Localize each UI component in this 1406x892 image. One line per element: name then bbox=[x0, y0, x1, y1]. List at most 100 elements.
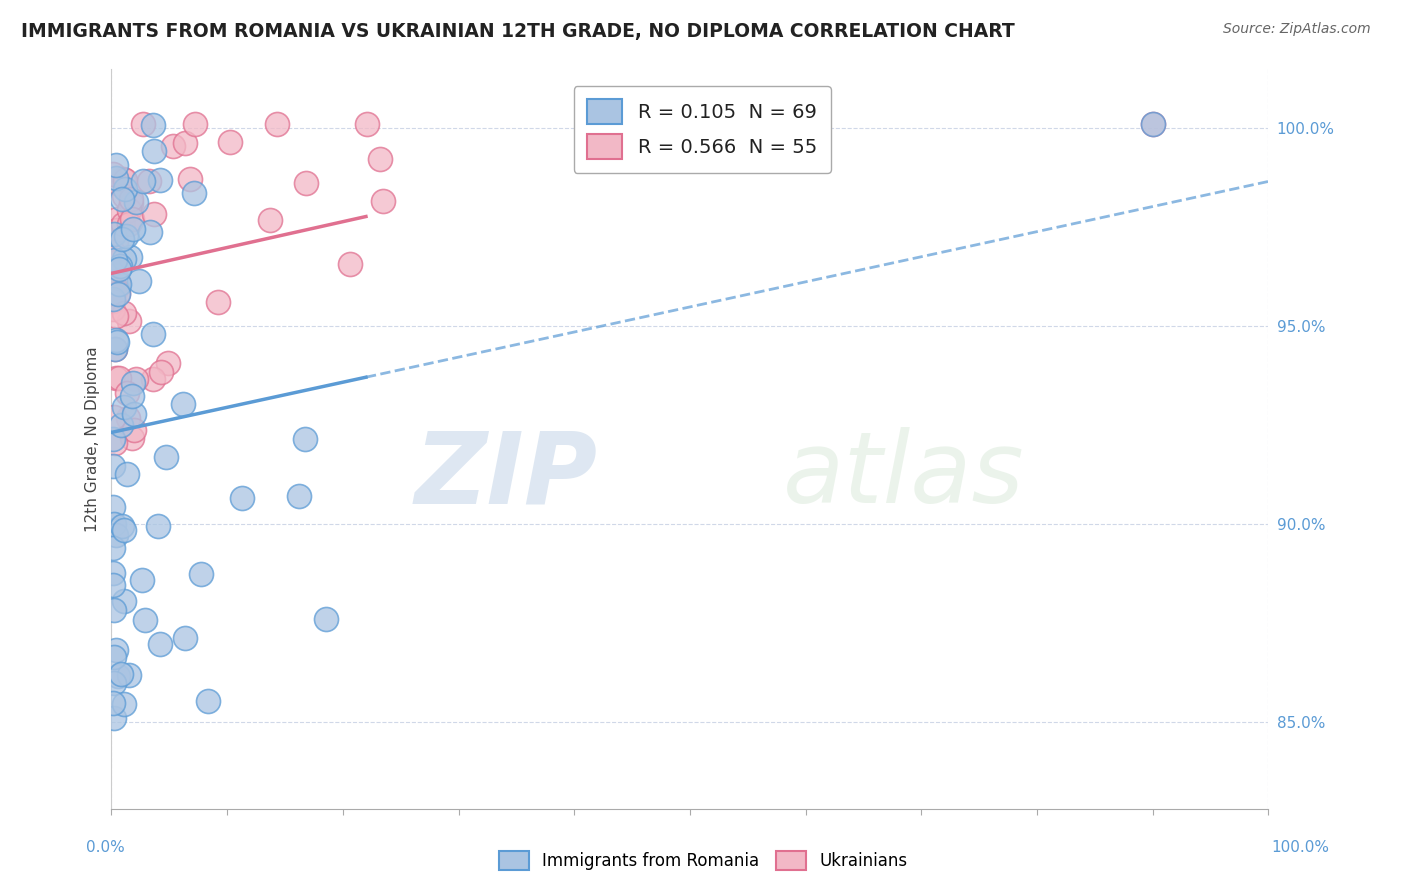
Point bbox=[118, 314, 141, 328]
Point bbox=[219, 135, 242, 149]
Point bbox=[288, 490, 311, 504]
Point bbox=[103, 227, 125, 241]
Point bbox=[132, 117, 155, 131]
Point bbox=[142, 327, 165, 342]
Point bbox=[150, 365, 173, 379]
Point bbox=[112, 306, 135, 320]
Text: atlas: atlas bbox=[783, 427, 1024, 524]
Point bbox=[103, 409, 125, 424]
Point bbox=[103, 711, 125, 725]
Point bbox=[371, 194, 394, 208]
Point bbox=[143, 144, 166, 158]
Point bbox=[104, 436, 127, 450]
Point bbox=[118, 250, 141, 264]
Point bbox=[110, 192, 132, 206]
Legend: Immigrants from Romania, Ukrainians: Immigrants from Romania, Ukrainians bbox=[492, 844, 914, 877]
Point bbox=[125, 194, 148, 209]
Point bbox=[101, 245, 124, 260]
Text: 100.0%: 100.0% bbox=[1271, 840, 1330, 855]
Point bbox=[101, 292, 124, 306]
Point bbox=[112, 217, 135, 231]
Point bbox=[112, 698, 135, 712]
Point bbox=[103, 676, 125, 690]
Point bbox=[112, 400, 135, 414]
Point bbox=[108, 371, 131, 385]
Point bbox=[108, 277, 131, 292]
Point bbox=[121, 389, 143, 403]
Point bbox=[117, 411, 139, 425]
Point bbox=[121, 211, 143, 226]
Point bbox=[149, 637, 172, 651]
Point bbox=[107, 273, 129, 287]
Point bbox=[122, 423, 145, 437]
Point bbox=[134, 613, 156, 627]
Point bbox=[162, 138, 184, 153]
Point bbox=[339, 257, 361, 271]
Point bbox=[101, 458, 124, 473]
Point bbox=[104, 342, 127, 356]
Point bbox=[105, 223, 128, 237]
Point bbox=[103, 516, 125, 531]
Point bbox=[112, 523, 135, 537]
Point bbox=[111, 518, 134, 533]
Point bbox=[103, 578, 125, 592]
Point bbox=[105, 371, 128, 385]
Point bbox=[120, 196, 142, 211]
Point bbox=[103, 432, 125, 446]
Point bbox=[142, 372, 165, 386]
Point bbox=[103, 649, 125, 664]
Point bbox=[179, 172, 201, 186]
Point bbox=[107, 669, 129, 683]
Point bbox=[190, 566, 212, 581]
Point bbox=[112, 189, 135, 203]
Point bbox=[101, 301, 124, 316]
Point bbox=[1142, 117, 1164, 131]
Point bbox=[131, 174, 153, 188]
Point bbox=[105, 642, 128, 657]
Point bbox=[103, 603, 125, 617]
Point bbox=[114, 182, 136, 196]
Point bbox=[172, 397, 194, 411]
Text: Source: ZipAtlas.com: Source: ZipAtlas.com bbox=[1223, 22, 1371, 37]
Point bbox=[117, 667, 139, 681]
Point bbox=[142, 118, 165, 132]
Point bbox=[315, 612, 337, 626]
Text: IMMIGRANTS FROM ROMANIA VS UKRAINIAN 12TH GRADE, NO DIPLOMA CORRELATION CHART: IMMIGRANTS FROM ROMANIA VS UKRAINIAN 12T… bbox=[21, 22, 1015, 41]
Point bbox=[105, 254, 128, 268]
Point bbox=[120, 192, 142, 206]
Point bbox=[108, 259, 131, 273]
Point bbox=[125, 372, 148, 386]
Point bbox=[131, 574, 153, 588]
Point bbox=[128, 274, 150, 288]
Point bbox=[104, 158, 127, 172]
Point bbox=[110, 417, 132, 432]
Point bbox=[183, 186, 205, 200]
Point bbox=[294, 432, 316, 446]
Point bbox=[231, 491, 253, 505]
Point bbox=[266, 117, 288, 131]
Point bbox=[122, 222, 145, 236]
Point bbox=[121, 431, 143, 445]
Point bbox=[101, 541, 124, 556]
Point bbox=[149, 173, 172, 187]
Point bbox=[104, 342, 127, 356]
Point bbox=[118, 203, 141, 218]
Point bbox=[105, 212, 128, 227]
Point bbox=[143, 207, 166, 221]
Point bbox=[105, 171, 128, 186]
Point bbox=[115, 229, 138, 244]
Point bbox=[295, 176, 318, 190]
Text: ZIP: ZIP bbox=[415, 427, 598, 524]
Point bbox=[101, 696, 124, 710]
Point bbox=[105, 528, 128, 542]
Point bbox=[101, 294, 124, 309]
Point bbox=[183, 117, 205, 131]
Point bbox=[138, 174, 160, 188]
Point bbox=[112, 594, 135, 608]
Point bbox=[368, 152, 391, 166]
Point bbox=[104, 309, 127, 323]
Point bbox=[105, 282, 128, 296]
Point bbox=[105, 335, 128, 350]
Point bbox=[157, 356, 180, 370]
Point bbox=[1142, 117, 1164, 131]
